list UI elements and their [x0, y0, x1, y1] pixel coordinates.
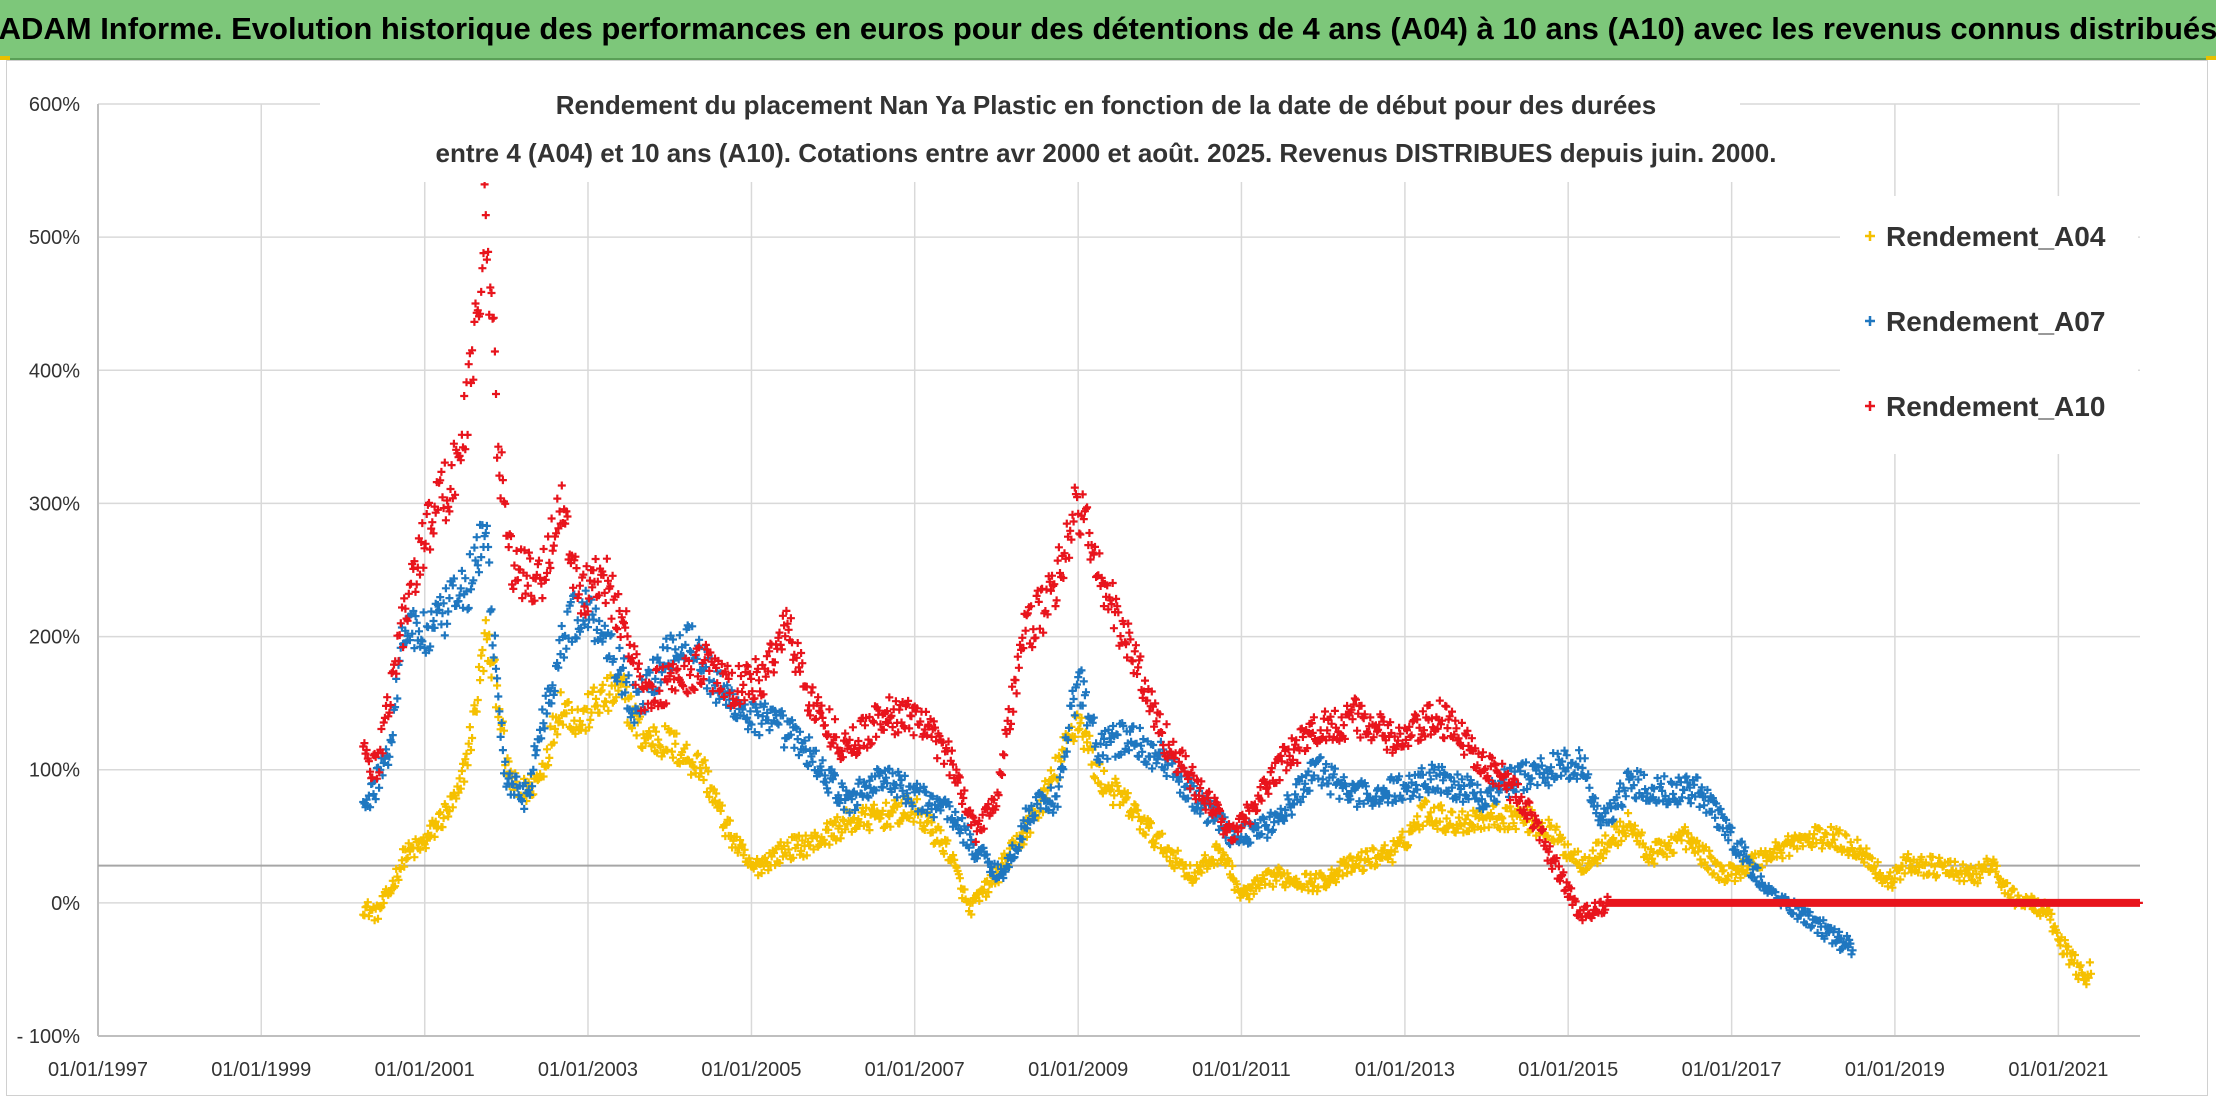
grid-lines — [97, 103, 2140, 1037]
legend-marker — [1865, 401, 1875, 411]
x-tick-label: 01/01/2017 — [1682, 1059, 1782, 1081]
chart-title-line-1: Rendement du placement Nan Ya Plastic en… — [556, 90, 1656, 120]
x-tick-label: 01/01/2003 — [538, 1059, 638, 1081]
x-tick-label: 01/01/2015 — [1518, 1059, 1618, 1081]
chart-title-box — [320, 72, 1740, 182]
y-tick-label: 200% — [29, 627, 80, 649]
chart-title-line-2: entre 4 (A04) et 10 ans (A10). Cotations… — [436, 138, 1777, 168]
x-axis-ticks: 01/01/1997 01/01/1999 01/01/2001 01/01/2003… — [48, 1059, 2108, 1081]
series-Rendement_A10 — [359, 180, 2143, 925]
series-marks-Rendement_A10 — [359, 180, 2143, 925]
y-tick-label: 500% — [29, 227, 80, 249]
x-tick-label: 01/01/2021 — [2008, 1059, 2108, 1081]
x-tick-label: 01/01/2013 — [1355, 1059, 1455, 1081]
x-tick-label: 01/01/2007 — [865, 1059, 965, 1081]
chart-frame — [6, 60, 2208, 1096]
legend-label: Rendement_A07 — [1886, 306, 2105, 337]
x-tick-label: 01/01/1997 — [48, 1059, 148, 1081]
series-Rendement_A04 — [359, 616, 2095, 989]
x-tick-label: 01/01/2001 — [375, 1059, 475, 1081]
x-tick-label: 01/01/2009 — [1028, 1059, 1128, 1081]
series-marks-Rendement_A04 — [359, 616, 2095, 989]
x-tick-label: 01/01/1999 — [211, 1059, 311, 1081]
x-tick-label: 01/01/2005 — [701, 1059, 801, 1081]
x-tick-label: 01/01/2019 — [1845, 1059, 1945, 1081]
y-tick-label: 400% — [29, 360, 80, 382]
y-tick-label: - 100% — [17, 1026, 81, 1048]
x-tick-label: 01/01/2011 — [1192, 1059, 1291, 1081]
legend-marker — [1865, 316, 1875, 326]
legend-label: Rendement_A04 — [1886, 221, 2106, 252]
y-axis-ticks: - 100% 0% 100% 200% 300% 400% 500% 600% — [17, 94, 81, 1048]
y-tick-label: 0% — [51, 893, 80, 915]
y-tick-label: 100% — [29, 760, 80, 782]
corner-mark-left — [0, 56, 10, 60]
legend-marker — [1865, 231, 1875, 241]
legend-box — [1840, 196, 2138, 454]
legend: Rendement_A04 Rendement_A07 Rendement_A10 — [1865, 221, 2106, 422]
data-points — [359, 180, 2143, 989]
legend-label: Rendement_A10 — [1886, 391, 2105, 422]
y-tick-label: 300% — [29, 493, 80, 515]
report-banner-title: ADAM Informe. Evolution historique des p… — [0, 0, 2216, 60]
corner-mark-right — [2206, 56, 2216, 60]
y-tick-label: 600% — [29, 94, 80, 116]
